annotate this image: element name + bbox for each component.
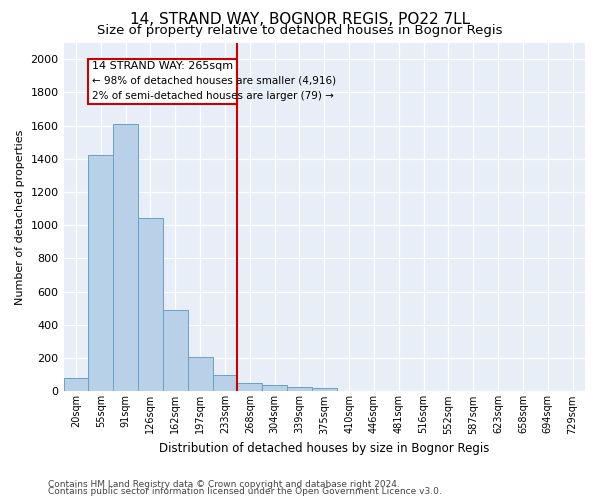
Text: 2% of semi-detached houses are larger (79) →: 2% of semi-detached houses are larger (7… [92, 90, 334, 101]
Bar [212, 375, 238, 392]
Bar [312, 388, 337, 392]
Y-axis label: Number of detached properties: Number of detached properties [15, 130, 25, 304]
Bar [238, 383, 262, 392]
Bar [138, 218, 163, 392]
Bar [163, 310, 188, 392]
Text: Size of property relative to detached houses in Bognor Regis: Size of property relative to detached ho… [97, 24, 503, 37]
Text: Contains HM Land Registry data © Crown copyright and database right 2024.: Contains HM Land Registry data © Crown c… [48, 480, 400, 489]
Bar [113, 124, 138, 392]
Bar [64, 378, 88, 392]
Text: 14 STRAND WAY: 265sqm: 14 STRAND WAY: 265sqm [92, 61, 233, 71]
Text: Contains public sector information licensed under the Open Government Licence v3: Contains public sector information licen… [48, 487, 442, 496]
Bar [287, 387, 312, 392]
Bar [188, 358, 212, 392]
X-axis label: Distribution of detached houses by size in Bognor Regis: Distribution of detached houses by size … [159, 442, 490, 455]
Text: 14, STRAND WAY, BOGNOR REGIS, PO22 7LL: 14, STRAND WAY, BOGNOR REGIS, PO22 7LL [130, 12, 470, 27]
Bar [88, 59, 238, 104]
Bar [88, 156, 113, 392]
Bar [262, 384, 287, 392]
Text: ← 98% of detached houses are smaller (4,916): ← 98% of detached houses are smaller (4,… [92, 76, 336, 86]
